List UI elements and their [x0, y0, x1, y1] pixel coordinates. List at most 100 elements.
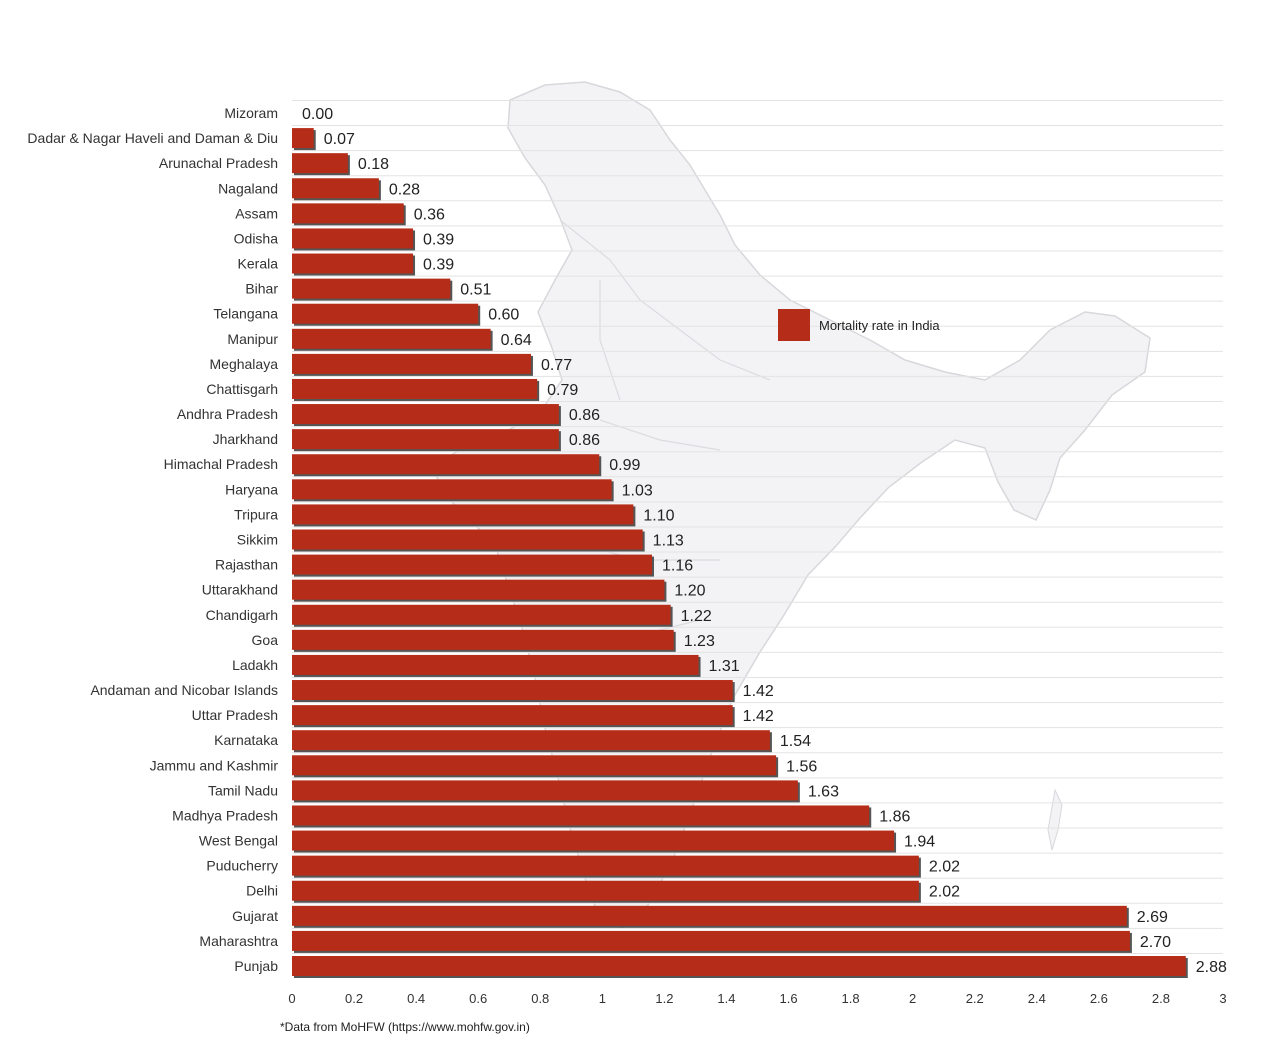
category-label: Mizoram [224, 105, 278, 121]
x-tick-label: 2.2 [966, 991, 984, 1006]
bars [292, 128, 1188, 978]
data-label: 1.42 [743, 708, 774, 725]
category-label: Jammu and Kashmir [150, 757, 279, 773]
data-label: 0.51 [460, 282, 491, 299]
bar [292, 178, 379, 199]
bar [292, 956, 1186, 976]
x-tick-label: 0.6 [469, 991, 487, 1006]
category-label: Tamil Nadu [208, 782, 278, 798]
bar [292, 805, 870, 826]
x-tick-label: 0.4 [407, 991, 425, 1006]
legend: Mortality rate in India [778, 309, 940, 341]
data-label: 1.20 [674, 583, 705, 600]
data-label: 2.88 [1196, 959, 1227, 976]
data-label: 1.54 [780, 733, 811, 750]
category-label: Chattisgarh [206, 381, 278, 397]
data-label: 0.86 [569, 432, 600, 449]
data-label: 2.02 [929, 859, 960, 876]
data-label: 1.03 [622, 482, 653, 499]
category-label: Delhi [246, 883, 278, 899]
data-label: 1.10 [643, 507, 674, 524]
category-label: Dadar & Nagar Haveli and Daman & Diu [27, 130, 278, 146]
data-label: 1.86 [879, 808, 910, 825]
data-label: 0.77 [541, 357, 572, 374]
data-label: 1.23 [684, 633, 715, 650]
category-label: Telangana [213, 306, 278, 322]
value-labels: 0.00 0.070.180.28 0.36 0.39 0.39 0.51 0.60 0.64… [302, 106, 1227, 976]
data-label: 2.70 [1140, 934, 1171, 951]
bar [292, 253, 414, 274]
x-tick-label: 0 [288, 991, 295, 1006]
data-label: 1.94 [904, 834, 935, 851]
category-label: Rajasthan [215, 557, 278, 573]
grid-lines [292, 99, 1223, 954]
category-labels: Mizoram Dadar & Nagar Haveli and Daman & … [27, 105, 278, 974]
data-label: 1.22 [681, 608, 712, 625]
bar [292, 454, 600, 475]
category-label: Gujarat [232, 908, 278, 924]
category-label: Punjab [234, 958, 278, 974]
bar [292, 554, 652, 575]
category-label: Uttarakhand [202, 582, 278, 598]
category-label: Goa [252, 632, 279, 648]
category-label: Himachal Pradesh [164, 456, 278, 472]
x-axis-ticks: 0 0.2 0.4 0.6 0.8 1 1.2 1.4 1.6 1.8 2 2.2 2.4 2.6 2.8 3 [288, 991, 1226, 1006]
bar [292, 203, 404, 224]
bar [292, 780, 798, 801]
category-label: Tripura [234, 506, 278, 522]
category-label: Sikkim [237, 532, 278, 548]
category-label: Andhra Pradesh [177, 406, 278, 422]
category-label: Arunachal Pradesh [159, 155, 278, 171]
data-label: 1.13 [653, 533, 684, 550]
category-label: Karnataka [214, 732, 278, 748]
bar [292, 303, 479, 324]
bar [292, 830, 895, 851]
data-label: 1.56 [786, 758, 817, 775]
data-label: 0.07 [324, 131, 355, 148]
x-tick-label: 1.4 [717, 991, 735, 1006]
x-tick-label: 3 [1219, 991, 1226, 1006]
data-label: 0.39 [423, 257, 454, 274]
bar [292, 654, 699, 675]
bar [292, 328, 491, 349]
data-label: 0.36 [414, 206, 445, 223]
data-label: 1.63 [808, 783, 839, 800]
category-label: Nagaland [218, 180, 278, 196]
bar [292, 429, 559, 450]
data-label: 2.69 [1137, 909, 1168, 926]
category-label: Ladakh [232, 657, 278, 673]
bar [292, 629, 674, 650]
category-label: Uttar Pradesh [192, 707, 278, 723]
category-label: West Bengal [199, 833, 278, 849]
category-label: Kerala [238, 256, 279, 272]
category-label: Haryana [225, 481, 278, 497]
bar [292, 880, 919, 901]
data-label: 0.18 [358, 156, 389, 173]
category-label: Manipur [227, 331, 278, 347]
bar [292, 604, 671, 625]
x-tick-label: 0.8 [531, 991, 549, 1006]
category-label: Madhya Pradesh [172, 807, 278, 823]
bar [292, 278, 451, 299]
data-label: 0.99 [609, 457, 640, 474]
data-label: 0.60 [488, 307, 519, 324]
x-tick-label: 2.4 [1028, 991, 1046, 1006]
category-label: Maharashtra [199, 933, 278, 949]
bar [292, 353, 531, 374]
category-label: Puducherry [206, 858, 278, 874]
source-note: *Data from MoHFW (https://www.mohfw.gov.… [280, 1020, 530, 1034]
bar [292, 579, 665, 600]
x-tick-label: 2.8 [1152, 991, 1170, 1006]
data-label: 0.64 [501, 332, 532, 349]
data-label: 1.42 [743, 683, 774, 700]
category-label: Meghalaya [210, 356, 279, 372]
x-tick-label: 1.6 [779, 991, 797, 1006]
data-label: 0.00 [302, 106, 333, 123]
bar [292, 404, 559, 425]
x-tick-label: 2.6 [1090, 991, 1108, 1006]
category-label: Jharkhand [213, 431, 278, 447]
x-tick-label: 2 [909, 991, 916, 1006]
data-label: 0.28 [389, 181, 420, 198]
